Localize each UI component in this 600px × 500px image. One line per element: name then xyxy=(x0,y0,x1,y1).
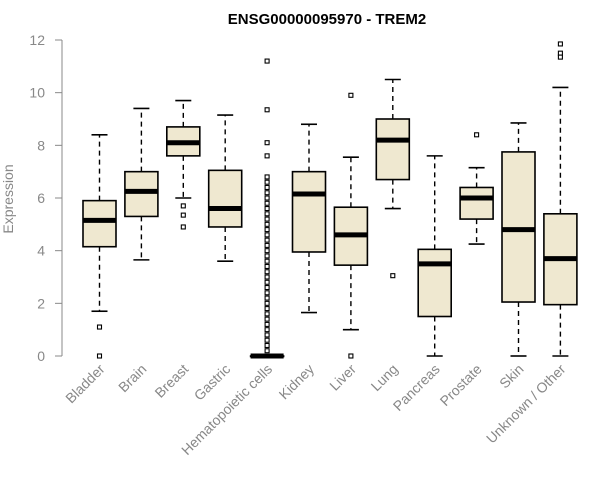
iqr-box xyxy=(291,170,327,253)
outlier-point xyxy=(348,353,354,359)
outlier-point xyxy=(264,290,270,296)
box-group xyxy=(543,41,578,357)
iqr-box xyxy=(124,170,159,218)
outlier-point xyxy=(264,332,270,338)
outlier-point xyxy=(264,321,270,327)
y-axis-label: Expression xyxy=(0,164,16,233)
iqr-box xyxy=(417,248,453,318)
outlier-point xyxy=(264,279,270,285)
outlier-point xyxy=(264,253,270,259)
outlier-point xyxy=(264,232,270,238)
outlier-point xyxy=(264,263,270,270)
iqr-box xyxy=(375,118,411,181)
outlier-point xyxy=(557,54,563,60)
y-tick-label: 6 xyxy=(37,190,45,206)
iqr-box xyxy=(207,169,243,228)
y-axis: 0 2 4 6 8 10 12 xyxy=(29,32,63,364)
outlier-point xyxy=(264,337,270,343)
outlier-point xyxy=(96,324,103,330)
y-tick-label: 12 xyxy=(29,32,45,48)
box-group xyxy=(166,99,201,230)
box-group xyxy=(207,114,243,263)
outlier-point xyxy=(557,41,563,47)
box-group xyxy=(291,123,327,314)
outlier-point xyxy=(264,179,270,185)
outlier-point xyxy=(264,306,270,312)
outlier-point xyxy=(264,153,270,159)
y-tick-label: 0 xyxy=(37,348,45,364)
box-group xyxy=(459,132,494,245)
outlier-point xyxy=(264,316,270,322)
y-tick-label: 4 xyxy=(37,243,45,259)
x-category-label: Breast xyxy=(151,361,191,401)
outlier-point xyxy=(390,273,396,279)
outlier-point xyxy=(180,224,186,230)
outlier-point xyxy=(264,184,270,191)
outlier-point xyxy=(264,221,270,227)
outlier-point xyxy=(264,140,270,146)
x-category-label: Pancreas xyxy=(390,361,443,414)
boxes-layer xyxy=(82,41,578,359)
outlier-point xyxy=(180,212,186,218)
outlier-point xyxy=(348,92,354,98)
outlier-point xyxy=(264,216,270,222)
outlier-point xyxy=(264,242,270,248)
outlier-point xyxy=(264,327,270,333)
x-category-label: Lung xyxy=(368,361,401,394)
box-group xyxy=(375,78,411,279)
x-category-label: Kidney xyxy=(276,361,318,403)
outlier-point xyxy=(264,269,270,275)
x-category-label: Skin xyxy=(496,361,527,392)
outlier-point xyxy=(264,295,270,301)
outlier-point xyxy=(264,300,270,306)
outlier-point xyxy=(264,58,270,64)
outlier-point xyxy=(264,237,270,243)
outlier-point xyxy=(264,174,270,180)
outlier-point xyxy=(474,132,480,138)
outlier-point xyxy=(264,205,270,212)
outlier-point xyxy=(264,348,270,354)
outlier-point xyxy=(264,227,270,233)
box-group xyxy=(124,107,159,261)
outlier-point xyxy=(264,107,270,113)
x-category-label: Prostate xyxy=(437,361,485,409)
outlier-point xyxy=(264,342,270,349)
outlier-point xyxy=(264,200,270,206)
outlier-point xyxy=(264,248,270,254)
outlier-point xyxy=(264,274,270,280)
outlier-point xyxy=(264,311,270,317)
x-category-label: Liver xyxy=(326,361,359,394)
outlier-point xyxy=(264,258,270,264)
iqr-box xyxy=(459,186,494,220)
x-category-label: Unknown / Other xyxy=(483,361,569,447)
y-tick-label: 10 xyxy=(29,85,45,101)
box-group xyxy=(333,92,369,359)
x-category-label: Brain xyxy=(115,361,149,395)
outlier-point xyxy=(264,190,270,196)
outlier-point xyxy=(96,353,103,359)
box-group xyxy=(249,58,285,359)
outlier-point xyxy=(264,211,270,217)
x-category-label: Bladder xyxy=(62,361,108,407)
box-group xyxy=(417,155,453,357)
box-group xyxy=(82,134,117,359)
chart-title: ENSG00000095970 - TREM2 xyxy=(228,11,426,28)
outlier-point xyxy=(264,195,270,201)
iqr-box xyxy=(501,151,536,303)
y-tick-label: 2 xyxy=(37,295,45,311)
box-group xyxy=(501,122,536,357)
iqr-box xyxy=(82,199,117,248)
outlier-point xyxy=(264,284,270,291)
y-tick-label: 8 xyxy=(37,137,45,153)
outlier-point xyxy=(180,203,186,209)
